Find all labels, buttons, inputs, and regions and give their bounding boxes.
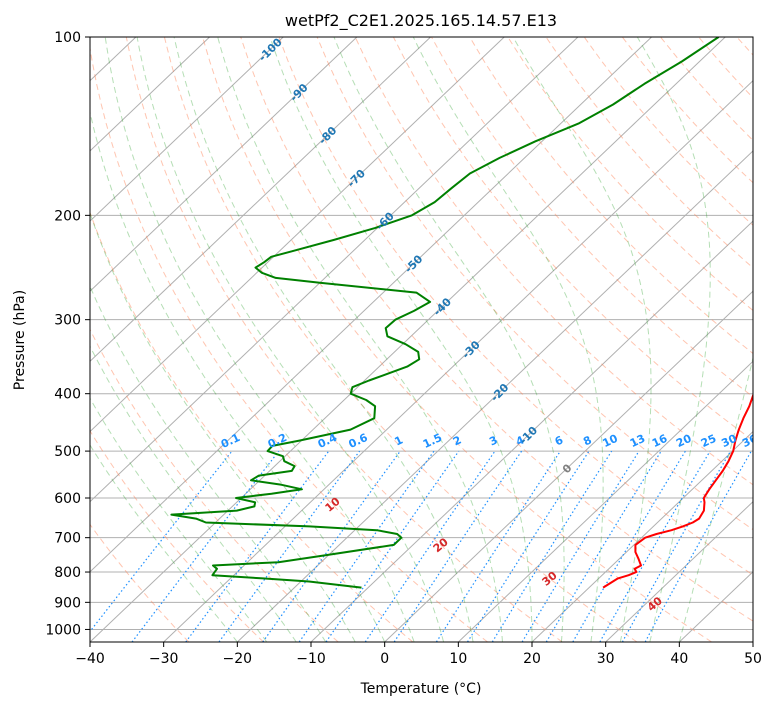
- mixing-ratio-line: [325, 450, 460, 642]
- y-axis-ticks: 100 200 300 400 500 600 700 800 900 1000: [45, 30, 90, 638]
- moist-adiabat-line: [333, 37, 565, 642]
- isotherm-line: [90, 37, 358, 292]
- moist-adiabat-line: [636, 37, 711, 642]
- mixing-ratio-label: 10: [601, 432, 621, 450]
- dry-adiabat-line: [125, 37, 563, 642]
- y-tick-label: 1000: [45, 622, 81, 638]
- isotherm-line: [90, 37, 579, 503]
- dry-adiabat-line: [431, 37, 753, 398]
- sounding-lines: [170, 37, 753, 589]
- mixing-ratio-line: [521, 450, 640, 642]
- mixing-ratio-line: [364, 450, 496, 642]
- dry-adiabat-line: [202, 37, 712, 642]
- x-tick-label: 50: [744, 651, 762, 667]
- mixing-ratio-label: 36: [740, 432, 760, 450]
- dry-adiabat-line: [392, 37, 753, 442]
- y-tick-label: 300: [54, 313, 81, 329]
- moist-adiabat-line: [269, 37, 533, 642]
- dry-adiabat-line: [507, 37, 753, 312]
- isotherm-line: [90, 37, 210, 152]
- background-lines: [90, 37, 753, 642]
- moist-adiabat-line: [90, 345, 297, 642]
- dry-adiabat-line: [316, 37, 753, 531]
- moist-adiabat-line: [90, 109, 386, 642]
- isotherm-line: [90, 37, 431, 363]
- moist-adiabat-line: [90, 397, 268, 642]
- y-tick-label: 900: [54, 595, 81, 611]
- isotherm-line: [90, 37, 726, 642]
- x-tick-label: −40: [75, 651, 105, 667]
- isotherm-line: [90, 37, 505, 433]
- plot-frame: [89, 36, 754, 643]
- x-tick-label: −30: [149, 651, 179, 667]
- mixing-ratio-line: [218, 450, 361, 642]
- temperature-line: [602, 392, 753, 589]
- y-tick-label: 400: [54, 387, 81, 403]
- mixing-ratio-label: 13: [628, 432, 647, 450]
- dewpoint-line: [170, 37, 720, 589]
- dry-adiabat-line: [240, 37, 753, 622]
- y-tick-label: 500: [54, 444, 81, 460]
- x-axis-ticks: −40 −30 −20 −10 0 10 20 30 40 50: [75, 642, 762, 667]
- mixing-ratio-line: [435, 450, 561, 642]
- chart-title: wetPf2_C2E1.2025.165.14.57.E13: [285, 11, 557, 31]
- moist-adiabat-line: [217, 37, 503, 642]
- moist-adiabat-line: [173, 37, 474, 642]
- x-tick-label: −10: [296, 651, 326, 667]
- dry-adiabat-line: [278, 37, 753, 576]
- mixing-ratio-label: 20: [674, 432, 694, 450]
- isotherm-line: [605, 500, 753, 642]
- y-tick-label: 600: [54, 491, 81, 507]
- x-tick-label: 0: [380, 651, 389, 667]
- x-tick-label: 10: [449, 651, 467, 667]
- moist-adiabat-line: [412, 37, 604, 642]
- isotherm-line: [457, 360, 753, 642]
- x-axis-label: Temperature (°C): [360, 681, 482, 697]
- dry-adiabat-line: [90, 45, 488, 642]
- isotherm-line: [163, 80, 753, 642]
- isotherm-line: [384, 290, 753, 642]
- moist-adiabat-line: [512, 37, 652, 642]
- dry-adiabat-line: [90, 211, 414, 642]
- dry-adiabat-line: [90, 328, 339, 642]
- dry-adiabat-line: [354, 37, 753, 486]
- mixing-ratio-label: 16: [650, 432, 670, 450]
- mixing-ratio-label: 25: [699, 432, 718, 450]
- dry-adiabat-line: [469, 37, 753, 355]
- x-tick-label: 40: [670, 651, 688, 667]
- mixing-ratio-line: [298, 450, 435, 642]
- mixing-ratio-label: 30: [719, 432, 739, 450]
- mixing-ratio-line: [393, 450, 523, 642]
- x-tick-label: 20: [523, 651, 541, 667]
- isotherm-line: [531, 430, 753, 642]
- y-tick-label: 800: [54, 565, 81, 581]
- x-tick-label: 30: [597, 651, 615, 667]
- moist-adiabat-line: [136, 37, 445, 642]
- moist-adiabat-line: [90, 285, 327, 642]
- isotherm-line: [90, 37, 284, 222]
- mixing-ratio-line: [644, 450, 752, 642]
- isotherm-line: [236, 150, 753, 642]
- mixing-ratio-line: [262, 450, 401, 642]
- moist-adiabat-line: [90, 444, 238, 642]
- moist-adiabat-line: [104, 37, 415, 642]
- isotherm-line: [310, 220, 753, 642]
- moist-adiabat-line: [90, 211, 356, 642]
- y-tick-label: 200: [54, 208, 81, 224]
- y-axis-label: Pressure (hPa): [12, 290, 28, 390]
- x-tick-label: −20: [223, 651, 253, 667]
- dry-adiabat-line: [163, 37, 638, 642]
- y-tick-label: 700: [54, 531, 81, 547]
- y-tick-label: 100: [54, 30, 81, 46]
- moist-adiabat-line: [678, 355, 753, 642]
- mixing-ratio-line: [466, 450, 590, 642]
